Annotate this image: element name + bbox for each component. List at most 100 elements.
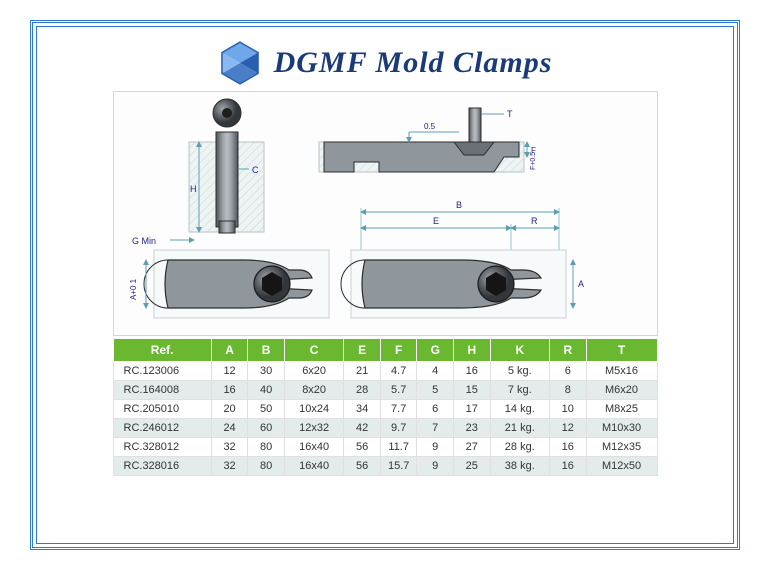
table-cell: 5.7 [380,381,417,400]
spec-table: Ref. A B C E F G H K R T RC.12300612306x… [113,338,658,476]
table-cell: 12 [211,362,248,381]
col-g: G [417,339,454,362]
table-cell: 16 [211,381,248,400]
label-gmin: G Min [132,236,156,246]
table-cell: 20 [211,400,248,419]
table-cell: 6x20 [284,362,343,381]
table-cell: 34 [344,400,381,419]
table-cell: M6x20 [586,381,657,400]
table-row: RC.328016328016x405615.792538 kg.16M12x5… [113,457,657,476]
label-e: E [433,216,439,226]
label-h: H [190,184,197,194]
col-r: R [550,339,587,362]
col-e: E [344,339,381,362]
table-cell: RC.164008 [113,381,211,400]
table-cell: 12x32 [284,419,343,438]
table-cell: 9 [417,438,454,457]
table-cell: M12x35 [586,438,657,457]
table-row: RC.16400816408x20285.75157 kg.8M6x20 [113,381,657,400]
table-cell: 21 kg. [490,419,549,438]
drawing-clamp-top-right: B E R A [341,200,584,318]
table-cell: 9.7 [380,419,417,438]
drawing-clamp-top-left: A+0 1 [129,250,329,318]
table-cell: M5x16 [586,362,657,381]
col-h: H [454,339,491,362]
table-cell: M10x30 [586,419,657,438]
table-cell: 40 [248,381,285,400]
table-row: RC.205010205010x24347.761714 kg.10M8x25 [113,400,657,419]
table-cell: 80 [248,438,285,457]
table-cell: M8x25 [586,400,657,419]
table-cell: 25 [454,457,491,476]
table-cell: 27 [454,438,491,457]
table-row: RC.246012246012x32429.772321 kg.12M10x30 [113,419,657,438]
table-cell: 17 [454,400,491,419]
table-row: RC.328012328016x405611.792728 kg.16M12x3… [113,438,657,457]
table-cell: 16 [550,438,587,457]
table-cell: 9 [417,457,454,476]
table-cell: 16 [550,457,587,476]
table-cell: RC.328016 [113,457,211,476]
table-cell: 42 [344,419,381,438]
table-cell: 6 [417,400,454,419]
table-cell: 16x40 [284,457,343,476]
table-cell: 12 [550,419,587,438]
table-cell: 8x20 [284,381,343,400]
table-cell: 21 [344,362,381,381]
label-b: B [456,200,462,210]
table-cell: 15.7 [380,457,417,476]
table-cell: 5 kg. [490,362,549,381]
table-cell: M12x50 [586,457,657,476]
label-c: C [252,165,259,175]
header: DGMF Mold Clamps [37,27,733,91]
technical-drawing: C H 0.5 [113,91,658,336]
col-b: B [248,339,285,362]
table-cell: 80 [248,457,285,476]
table-cell: 4.7 [380,362,417,381]
drawing-pin-front: C H [189,99,264,233]
label-t: T [507,109,513,119]
col-t: T [586,339,657,362]
logo-icon [218,41,262,85]
table-cell: 16 [454,362,491,381]
table-cell: 28 [344,381,381,400]
col-ref: Ref. [113,339,211,362]
table-cell: 50 [248,400,285,419]
col-f: F [380,339,417,362]
table-cell: 24 [211,419,248,438]
table-cell: 32 [211,438,248,457]
table-cell: 23 [454,419,491,438]
table-cell: 30 [248,362,285,381]
col-a: A [211,339,248,362]
table-cell: 14 kg. [490,400,549,419]
table-cell: RC.246012 [113,419,211,438]
table-cell: 7 [417,419,454,438]
brand-title: DGMF Mold Clamps [274,46,553,80]
table-cell: 32 [211,457,248,476]
table-cell: 10x24 [284,400,343,419]
label-a01: A+0 1 [129,278,138,300]
table-cell: 11.7 [380,438,417,457]
table-cell: 60 [248,419,285,438]
label-05: 0.5 [424,122,436,131]
table-cell: 5 [417,381,454,400]
table-cell: 7 kg. [490,381,549,400]
table-cell: 8 [550,381,587,400]
col-k: K [490,339,549,362]
table-body: RC.12300612306x20214.74165 kg.6M5x16RC.1… [113,362,657,476]
table-cell: 7.7 [380,400,417,419]
table-cell: 4 [417,362,454,381]
table-cell: 56 [344,438,381,457]
label-fp: F+0.5 [530,152,537,170]
table-cell: 38 kg. [490,457,549,476]
table-cell: 6 [550,362,587,381]
table-cell: 56 [344,457,381,476]
inner-border: DGMF Mold Clamps [36,26,734,544]
table-cell: 10 [550,400,587,419]
label-a: A [578,279,584,289]
label-r: R [531,216,538,226]
table-row: RC.12300612306x20214.74165 kg.6M5x16 [113,362,657,381]
table-header-row: Ref. A B C E F G H K R T [113,339,657,362]
table-cell: RC.328012 [113,438,211,457]
table-cell: RC.123006 [113,362,211,381]
